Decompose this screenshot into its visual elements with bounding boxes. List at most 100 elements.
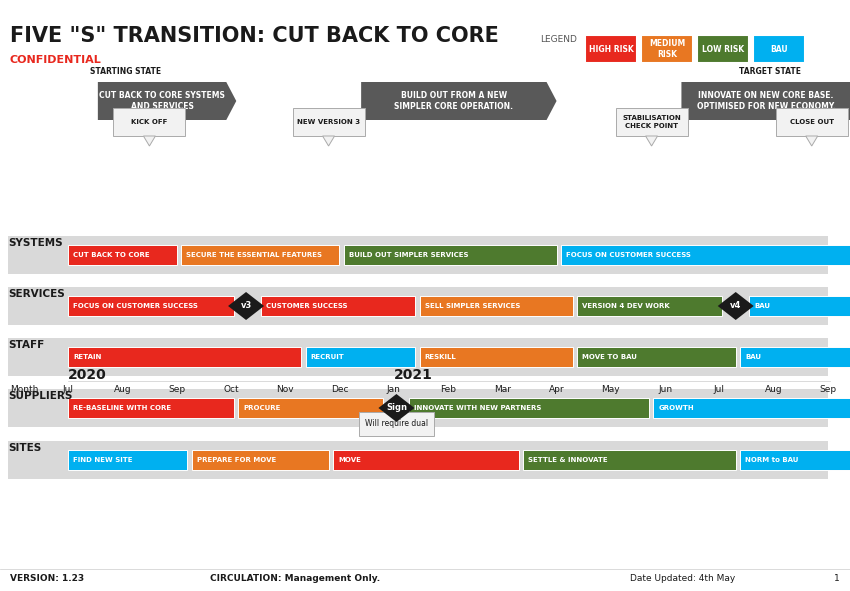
Text: BAU: BAU xyxy=(770,44,788,54)
Text: Sep: Sep xyxy=(168,385,185,394)
Bar xyxy=(697,35,749,63)
Text: FOCUS ON CUSTOMER SUCCESS: FOCUS ON CUSTOMER SUCCESS xyxy=(566,252,691,258)
Text: Apr: Apr xyxy=(549,385,564,394)
Bar xyxy=(261,296,416,316)
Text: BAU: BAU xyxy=(754,303,770,309)
Text: v3: v3 xyxy=(241,301,252,310)
Text: Sign: Sign xyxy=(386,404,407,413)
Text: SUPPLIERS: SUPPLIERS xyxy=(8,391,72,401)
Text: Jun: Jun xyxy=(658,385,672,394)
Polygon shape xyxy=(717,292,754,320)
Text: Month: Month xyxy=(10,385,38,394)
Text: TARGET STATE: TARGET STATE xyxy=(739,67,801,76)
Text: v4: v4 xyxy=(730,301,741,310)
Text: May: May xyxy=(602,385,620,394)
Bar xyxy=(306,347,416,367)
Bar xyxy=(333,450,518,470)
Text: Aug: Aug xyxy=(765,385,783,394)
Text: CLOSE OUT: CLOSE OUT xyxy=(790,119,834,125)
Text: STAFF: STAFF xyxy=(8,340,44,350)
Text: CUT BACK TO CORE: CUT BACK TO CORE xyxy=(73,252,150,258)
Text: MOVE: MOVE xyxy=(338,457,360,463)
Bar xyxy=(68,398,234,418)
Text: Aug: Aug xyxy=(113,385,131,394)
Text: MOVE TO BAU: MOVE TO BAU xyxy=(582,354,637,360)
Text: GROWTH: GROWTH xyxy=(658,405,694,411)
Polygon shape xyxy=(98,82,236,120)
Bar xyxy=(359,412,434,436)
Text: FOCUS ON CUSTOMER SUCCESS: FOCUS ON CUSTOMER SUCCESS xyxy=(73,303,198,309)
Text: LOW RISK: LOW RISK xyxy=(702,44,744,54)
Bar xyxy=(68,450,188,470)
Text: SELL SIMPLER SERVICES: SELL SIMPLER SERVICES xyxy=(425,303,520,309)
Text: CIRCULATION: Management Only.: CIRCULATION: Management Only. xyxy=(210,574,380,583)
Text: 2020: 2020 xyxy=(68,368,107,382)
Bar xyxy=(292,108,365,136)
Bar xyxy=(420,296,573,316)
Bar xyxy=(68,347,302,367)
Text: BAU: BAU xyxy=(745,354,761,360)
Text: CUSTOMER SUCCESS: CUSTOMER SUCCESS xyxy=(266,303,347,309)
Bar xyxy=(523,450,736,470)
Text: RECRUIT: RECRUIT xyxy=(311,354,344,360)
Text: STARTING STATE: STARTING STATE xyxy=(90,67,161,76)
Text: Jan: Jan xyxy=(387,385,400,394)
Bar xyxy=(641,35,693,63)
Bar xyxy=(561,245,850,265)
Bar xyxy=(577,347,736,367)
Text: Mar: Mar xyxy=(494,385,511,394)
Bar xyxy=(776,108,847,136)
Bar xyxy=(8,389,828,427)
Bar xyxy=(585,35,637,63)
Text: INNOVATE WITH NEW PARTNERS: INNOVATE WITH NEW PARTNERS xyxy=(414,405,541,411)
Text: VERSION 4 DEV WORK: VERSION 4 DEV WORK xyxy=(582,303,670,309)
Bar xyxy=(8,236,828,274)
Text: SYSTEMS: SYSTEMS xyxy=(8,238,63,248)
Bar xyxy=(68,296,234,316)
Polygon shape xyxy=(378,394,415,422)
Text: Jul: Jul xyxy=(714,385,725,394)
Bar xyxy=(238,398,382,418)
Bar xyxy=(181,245,339,265)
Polygon shape xyxy=(228,292,264,320)
Text: CUT BACK TO CORE SYSTEMS
AND SERVICES: CUT BACK TO CORE SYSTEMS AND SERVICES xyxy=(99,91,225,111)
Text: Oct: Oct xyxy=(223,385,239,394)
Text: Dec: Dec xyxy=(331,385,348,394)
Text: LEGEND: LEGEND xyxy=(540,34,577,44)
Text: Date Updated: 4th May: Date Updated: 4th May xyxy=(630,574,735,583)
Text: NORM to BAU: NORM to BAU xyxy=(745,457,798,463)
Text: SITES: SITES xyxy=(8,443,42,453)
Text: PREPARE FOR MOVE: PREPARE FOR MOVE xyxy=(196,457,276,463)
Bar xyxy=(8,287,828,325)
Bar xyxy=(113,108,185,136)
Polygon shape xyxy=(645,136,658,146)
Text: INNOVATE ON NEW CORE BASE.
OPTIMISED FOR NEW ECONOMY.: INNOVATE ON NEW CORE BASE. OPTIMISED FOR… xyxy=(696,91,836,111)
Polygon shape xyxy=(806,136,818,146)
Text: FIND NEW SITE: FIND NEW SITE xyxy=(73,457,133,463)
Bar xyxy=(68,245,177,265)
Bar xyxy=(192,450,329,470)
Bar xyxy=(750,296,850,316)
Text: KICK OFF: KICK OFF xyxy=(131,119,167,125)
Text: 2021: 2021 xyxy=(394,368,433,382)
Text: 1: 1 xyxy=(834,574,840,583)
Bar xyxy=(343,245,557,265)
Text: NEW VERSION 3: NEW VERSION 3 xyxy=(297,119,360,125)
Bar xyxy=(653,398,850,418)
Text: FIVE "S" TRANSITION: CUT BACK TO CORE: FIVE "S" TRANSITION: CUT BACK TO CORE xyxy=(10,26,499,46)
Bar xyxy=(420,347,573,367)
Text: RETAIN: RETAIN xyxy=(73,354,101,360)
Bar xyxy=(615,108,688,136)
Text: RE-BASELINE WITH CORE: RE-BASELINE WITH CORE xyxy=(73,405,171,411)
Text: BUILD OUT FROM A NEW
SIMPLER CORE OPERATION.: BUILD OUT FROM A NEW SIMPLER CORE OPERAT… xyxy=(394,91,513,111)
Text: SETTLE & INNOVATE: SETTLE & INNOVATE xyxy=(528,457,608,463)
Bar xyxy=(409,398,649,418)
Polygon shape xyxy=(682,82,850,120)
Text: HIGH RISK: HIGH RISK xyxy=(588,44,633,54)
Bar xyxy=(753,35,805,63)
Polygon shape xyxy=(390,402,402,412)
Text: VERSION: 1.23: VERSION: 1.23 xyxy=(10,574,84,583)
Text: Jul: Jul xyxy=(63,385,73,394)
Polygon shape xyxy=(361,82,557,120)
Text: Feb: Feb xyxy=(440,385,456,394)
